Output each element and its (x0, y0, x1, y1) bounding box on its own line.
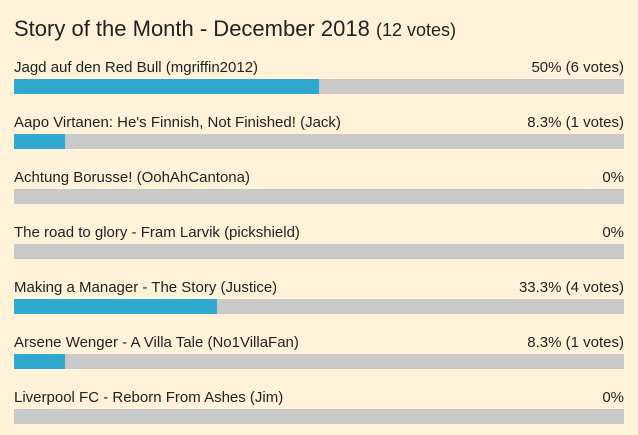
option-result: 33.3% (4 votes) (518, 279, 624, 296)
poll-option: Arsene Wenger - A Villa Tale (No1VillaFa… (14, 334, 624, 374)
option-result: 0% (602, 389, 624, 406)
option-result: 50% (6 votes) (531, 59, 624, 76)
option-result: 0% (602, 224, 624, 241)
bar-track (14, 134, 624, 149)
option-result: 8.3% (1 votes) (527, 114, 624, 131)
bar-track (14, 189, 624, 204)
poll-option: Liverpool FC - Reborn From Ashes (Jim) 0% (14, 389, 624, 429)
poll-option: Achtung Borusse! (OohAhCantona) 0% (14, 169, 624, 209)
bar-track (14, 354, 624, 369)
poll-option: Aapo Virtanen: He's Finnish, Not Finishe… (14, 114, 624, 154)
option-label: Jagd auf den Red Bull (mgriffin2012) (14, 59, 259, 76)
option-label: The road to glory - Fram Larvik (pickshi… (14, 224, 300, 241)
option-label: Liverpool FC - Reborn From Ashes (Jim) (14, 389, 284, 406)
option-label: Aapo Virtanen: He's Finnish, Not Finishe… (14, 114, 341, 131)
option-label: Achtung Borusse! (OohAhCantona) (14, 169, 250, 186)
bar-fill (14, 134, 65, 149)
bar-track (14, 409, 624, 424)
poll-total: (12 votes) (375, 20, 457, 40)
bar-track (14, 79, 624, 94)
bar-fill (14, 299, 218, 314)
bar-fill (14, 354, 65, 369)
bar-fill (14, 79, 319, 94)
poll-heading: Story of the Month - December 2018 (12 v… (14, 16, 456, 42)
bar-track (14, 299, 624, 314)
poll-option: The road to glory - Fram Larvik (pickshi… (14, 224, 624, 264)
bar-track (14, 244, 624, 259)
option-result: 8.3% (1 votes) (527, 334, 624, 351)
poll-title: Story of the Month - December 2018 (14, 16, 370, 41)
poll-option: Jagd auf den Red Bull (mgriffin2012) 50% … (14, 59, 624, 99)
option-result: 0% (602, 169, 624, 186)
option-label: Making a Manager - The Story (Justice) (14, 279, 278, 296)
option-label: Arsene Wenger - A Villa Tale (No1VillaFa… (14, 334, 299, 351)
poll-option: Making a Manager - The Story (Justice) 33… (14, 279, 624, 319)
